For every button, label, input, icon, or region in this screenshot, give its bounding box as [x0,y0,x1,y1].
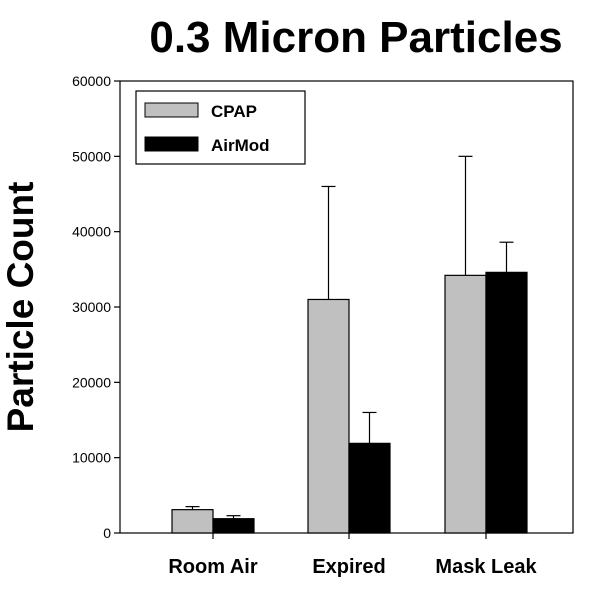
y-tick-label: 50000 [72,148,111,164]
y-tick-label: 0 [103,525,111,541]
error-bars [185,155,514,519]
x-tick-label: Mask Leak [435,556,537,578]
bar-cpap [171,509,214,534]
legend: CPAP AirMod [135,90,306,165]
y-tick-label: 60000 [72,73,111,89]
chart-title: 0.3 Micron Particles [149,13,562,62]
x-tick-label: Expired [312,556,385,578]
y-axis-label: Particle Count [0,182,41,433]
legend-label-airmod: AirMod [211,136,270,155]
bar-airmod [212,518,255,534]
bar-airmod [348,442,391,534]
x-tick-label: Room Air [168,556,257,578]
legend-swatch-cpap [144,102,199,118]
x-axis: Room Air Expired Mask Leak [168,533,537,578]
y-tick-label: 20000 [72,374,111,390]
y-tick-label: 30000 [72,299,111,315]
y-tick-label: 10000 [72,450,111,466]
bar-airmod [485,271,528,534]
bar-cpap [307,298,350,534]
bars [171,271,528,534]
legend-label-cpap: CPAP [211,102,257,121]
y-tick-label: 40000 [72,224,111,240]
bar-cpap [444,274,487,534]
legend-swatch-airmod [144,136,199,152]
y-axis: 0 10000 20000 30000 40000 50000 60000 [72,73,120,541]
